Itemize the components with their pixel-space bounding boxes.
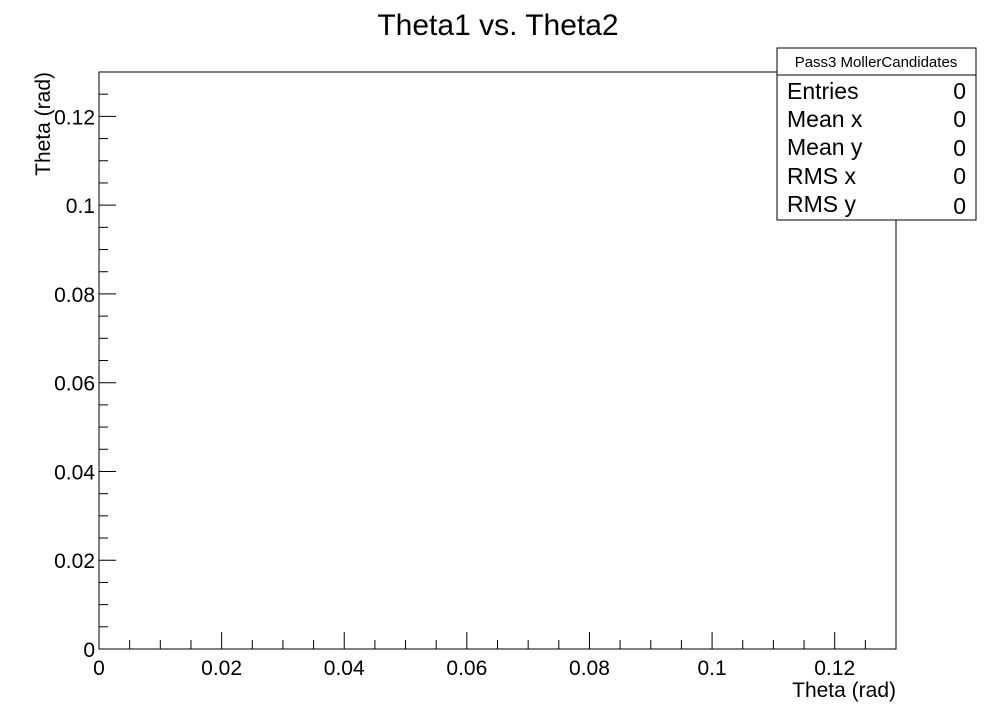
stats-row-label: Entries bbox=[787, 78, 859, 104]
y-tick-label: 0 bbox=[83, 639, 95, 662]
stats-row-value: 0 bbox=[953, 106, 966, 132]
x-axis: 0 0.02 0.04 0.06 0.08 0.1 0.12 bbox=[93, 632, 897, 680]
stats-row-value: 0 bbox=[953, 135, 966, 161]
y-tick-label: 0.06 bbox=[54, 373, 95, 396]
stats-row-label: RMS x bbox=[787, 163, 857, 189]
x-tick-label: 0.02 bbox=[201, 657, 242, 680]
plot-frame bbox=[98, 71, 897, 650]
stats-row-value: 0 bbox=[953, 193, 966, 219]
stats-row-label: Mean x bbox=[787, 106, 863, 132]
y-axis-label: Theta (rad) bbox=[32, 72, 55, 176]
y-axis: 0 0.02 0.04 0.06 0.08 0.1 0.12 bbox=[54, 71, 116, 662]
x-tick-label: 0.1 bbox=[697, 657, 726, 680]
stats-row-label: RMS y bbox=[787, 191, 857, 217]
x-tick-label: 0 bbox=[93, 657, 105, 680]
y-tick-label: 0.08 bbox=[54, 284, 95, 307]
chart-title: Theta1 vs. Theta2 bbox=[377, 9, 618, 42]
x-tick-label: 0.08 bbox=[569, 657, 610, 680]
stats-row-label: Mean y bbox=[787, 134, 863, 160]
y-tick-label: 0.12 bbox=[54, 106, 95, 129]
stats-row-value: 0 bbox=[953, 78, 966, 104]
stats-box-title: Pass3 MollerCandidates bbox=[795, 54, 958, 71]
y-tick-label: 0.1 bbox=[66, 195, 95, 218]
x-tick-label: 0.06 bbox=[446, 657, 487, 680]
y-tick-label: 0.04 bbox=[54, 461, 95, 484]
stats-row-value: 0 bbox=[953, 163, 966, 189]
stats-box-frame bbox=[776, 47, 977, 221]
x-tick-label: 0.12 bbox=[814, 657, 855, 680]
y-tick-label: 0.02 bbox=[54, 550, 95, 573]
x-axis-label: Theta (rad) bbox=[792, 679, 896, 702]
stats-box: Pass3 MollerCandidates Entries 0 Mean x 0 Me… bbox=[776, 47, 977, 221]
x-tick-label: 0.04 bbox=[324, 657, 365, 680]
